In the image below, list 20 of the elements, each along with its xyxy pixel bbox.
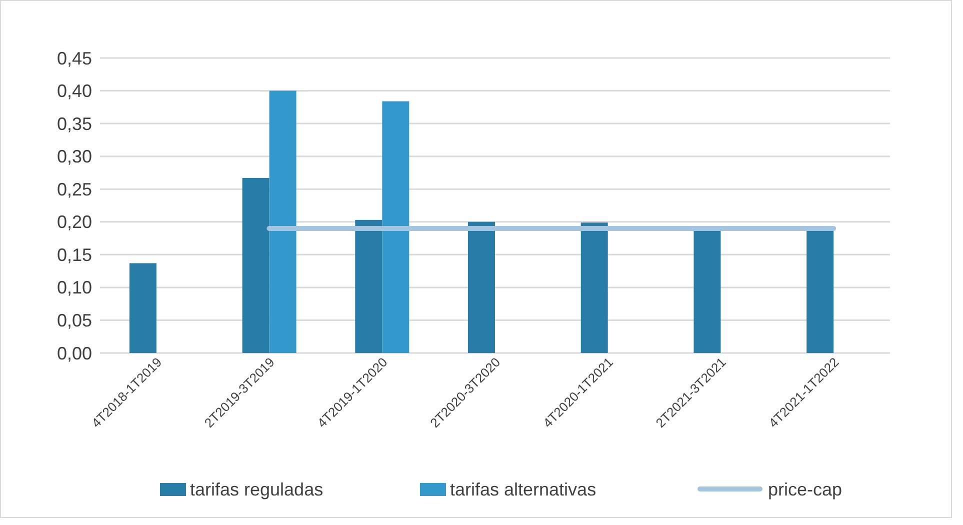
- bar: [242, 178, 270, 353]
- y-tick-label: 0,05: [56, 310, 92, 331]
- legend-label: tarifas reguladas: [190, 479, 324, 500]
- bar: [129, 263, 156, 353]
- bar: [580, 222, 608, 353]
- legend-label: tarifas alternativas: [450, 479, 596, 500]
- bar: [355, 220, 382, 353]
- y-tick-label: 0,10: [56, 278, 92, 298]
- y-tick-label: 0,30: [56, 146, 92, 167]
- y-tick-label: 0,15: [56, 244, 92, 265]
- y-tick-label: 0,00: [56, 343, 92, 364]
- y-tick-label: 0,35: [56, 114, 92, 134]
- bar: [382, 101, 410, 353]
- bar: [468, 222, 495, 353]
- y-tick-label: 0,40: [56, 81, 92, 102]
- y-tick-label: 0,45: [56, 48, 92, 68]
- y-tick-label: 0,20: [56, 212, 92, 232]
- bar: [269, 90, 296, 353]
- y-tick-label: 0,25: [56, 179, 92, 200]
- legend-label: price-cap: [768, 479, 842, 500]
